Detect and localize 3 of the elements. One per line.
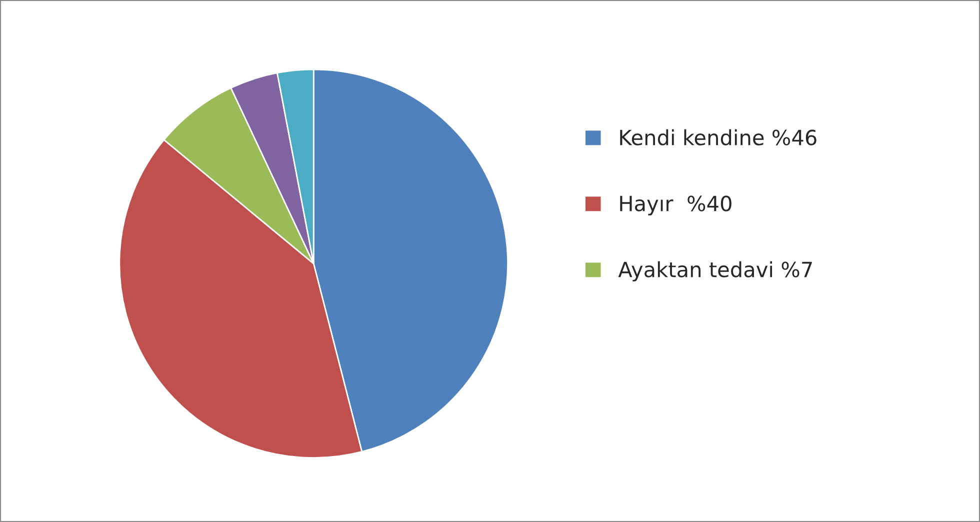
legend-label: Hayır %40	[620, 196, 732, 216]
legend-label: Ayaktan tedavi %7	[618, 261, 812, 282]
legend-label: Kendi kendine %46	[620, 129, 816, 146]
